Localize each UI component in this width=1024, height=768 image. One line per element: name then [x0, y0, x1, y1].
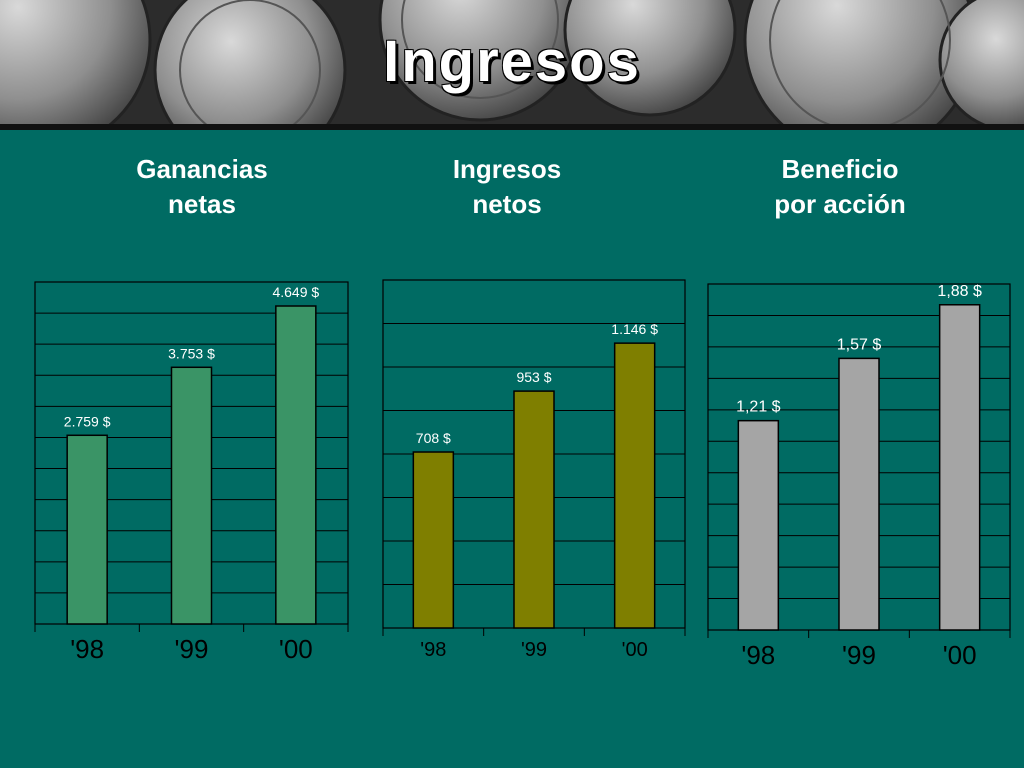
bar [275, 305, 317, 625]
tick-label: '99 [842, 640, 876, 670]
chart-title-line: por acción [774, 189, 906, 219]
bar [66, 434, 108, 625]
bar [170, 366, 213, 625]
chart-title-line: Ganancias [136, 154, 268, 184]
chart-title-line: netos [472, 189, 542, 219]
slide-title: Ingresos [383, 29, 641, 94]
data-label: 3.753 $ [168, 345, 215, 361]
chart-title-line: netas [168, 189, 236, 219]
coins-banner [0, 0, 1024, 130]
tick-label: '98 [420, 639, 446, 661]
data-label: 1,57 $ [837, 336, 882, 353]
data-label: 953 $ [516, 369, 551, 385]
bar [838, 357, 880, 631]
tick-label: '98 [70, 634, 104, 664]
banner-edge [0, 124, 1024, 130]
tick-label: '00 [279, 634, 313, 664]
tick-label: '00 [622, 639, 648, 661]
data-label: 2.759 $ [64, 413, 111, 429]
chart-title-ganancias: Ganancias netas [102, 152, 302, 222]
tick-label: '00 [943, 640, 977, 670]
coins-banner-image [0, 0, 1024, 130]
bar [412, 451, 455, 629]
bar [938, 304, 981, 631]
data-label: 708 $ [416, 430, 451, 446]
data-label: 1,21 $ [736, 399, 781, 416]
chart-title-beneficio: Beneficio por acción [730, 152, 950, 222]
bar [613, 342, 656, 629]
data-label: 4.649 $ [272, 284, 319, 300]
bar [513, 390, 555, 629]
chart-title-ingresos: Ingresos netos [407, 152, 607, 222]
bar [737, 419, 780, 631]
tick-label: '99 [521, 639, 547, 661]
tick-label: '99 [175, 634, 209, 664]
data-label: 1,88 $ [937, 283, 982, 300]
tick-label: '98 [741, 640, 775, 670]
chart-title-line: Beneficio [781, 154, 899, 184]
data-label: 1.146 $ [611, 321, 658, 337]
chart-title-line: Ingresos [452, 154, 562, 184]
